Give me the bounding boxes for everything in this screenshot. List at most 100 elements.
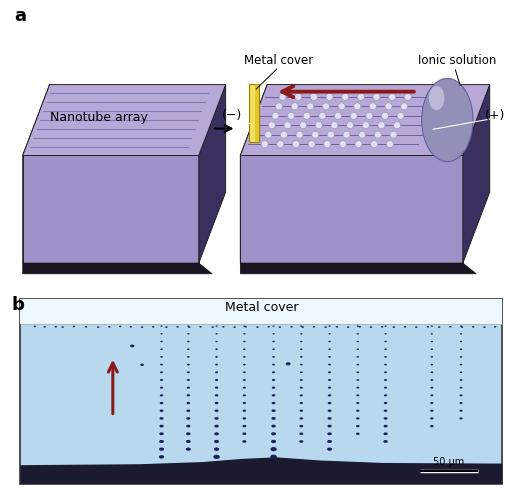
Polygon shape xyxy=(254,85,259,143)
Ellipse shape xyxy=(421,79,472,162)
Circle shape xyxy=(61,326,64,328)
Bar xyxy=(20,299,501,325)
Circle shape xyxy=(383,402,386,405)
Circle shape xyxy=(430,326,432,327)
Circle shape xyxy=(285,363,290,366)
Circle shape xyxy=(430,410,433,412)
Circle shape xyxy=(242,387,245,389)
Circle shape xyxy=(43,326,46,328)
Polygon shape xyxy=(462,85,489,264)
Circle shape xyxy=(159,394,163,397)
Text: Ionic solution: Ionic solution xyxy=(417,54,495,67)
Circle shape xyxy=(389,132,396,139)
Circle shape xyxy=(356,364,358,366)
Circle shape xyxy=(361,122,369,129)
Circle shape xyxy=(356,333,358,335)
Circle shape xyxy=(300,341,302,343)
Circle shape xyxy=(108,326,110,328)
Circle shape xyxy=(299,349,302,350)
Circle shape xyxy=(338,142,346,148)
Circle shape xyxy=(159,402,163,405)
Circle shape xyxy=(214,417,218,420)
Circle shape xyxy=(384,349,386,350)
Circle shape xyxy=(300,333,302,335)
Circle shape xyxy=(140,326,143,328)
Circle shape xyxy=(160,356,162,358)
Circle shape xyxy=(215,349,217,350)
Circle shape xyxy=(430,364,432,366)
Circle shape xyxy=(140,364,144,366)
Polygon shape xyxy=(23,85,225,156)
Circle shape xyxy=(324,326,326,328)
Circle shape xyxy=(327,394,331,397)
Circle shape xyxy=(355,402,359,404)
Circle shape xyxy=(299,410,302,412)
Circle shape xyxy=(354,142,361,148)
Circle shape xyxy=(355,417,359,420)
Circle shape xyxy=(323,142,330,148)
Circle shape xyxy=(187,364,189,366)
Polygon shape xyxy=(240,264,475,274)
Circle shape xyxy=(358,132,365,139)
Circle shape xyxy=(328,341,330,343)
Circle shape xyxy=(242,379,245,381)
Circle shape xyxy=(267,326,269,328)
Polygon shape xyxy=(23,156,199,264)
Circle shape xyxy=(299,440,303,443)
Circle shape xyxy=(159,447,164,451)
Circle shape xyxy=(272,333,274,335)
Circle shape xyxy=(261,142,268,148)
Circle shape xyxy=(374,132,381,139)
Text: b: b xyxy=(11,295,24,313)
Text: (+): (+) xyxy=(484,109,504,122)
Polygon shape xyxy=(240,85,489,156)
Circle shape xyxy=(327,364,330,366)
Circle shape xyxy=(459,387,462,389)
Circle shape xyxy=(356,372,358,373)
Circle shape xyxy=(215,379,218,381)
Text: (−): (−) xyxy=(221,109,241,122)
Circle shape xyxy=(271,432,275,435)
Circle shape xyxy=(356,395,359,397)
Polygon shape xyxy=(20,457,501,484)
Circle shape xyxy=(328,349,330,350)
Circle shape xyxy=(243,326,245,327)
Circle shape xyxy=(243,333,245,335)
Circle shape xyxy=(214,409,218,412)
Circle shape xyxy=(299,387,302,389)
Circle shape xyxy=(272,364,274,366)
Circle shape xyxy=(215,371,218,373)
Circle shape xyxy=(186,432,190,435)
Circle shape xyxy=(242,372,245,373)
Circle shape xyxy=(214,394,218,397)
Circle shape xyxy=(271,113,278,120)
Circle shape xyxy=(384,341,386,343)
Circle shape xyxy=(300,326,302,327)
Circle shape xyxy=(268,122,275,129)
Circle shape xyxy=(383,440,387,443)
Circle shape xyxy=(426,326,428,328)
Circle shape xyxy=(356,379,358,381)
Circle shape xyxy=(188,326,190,328)
Circle shape xyxy=(299,122,306,129)
Circle shape xyxy=(372,94,379,101)
Text: 50 μm: 50 μm xyxy=(433,456,464,466)
Circle shape xyxy=(384,103,391,111)
Circle shape xyxy=(322,103,329,111)
Circle shape xyxy=(459,349,461,350)
Circle shape xyxy=(215,333,217,335)
Circle shape xyxy=(271,387,275,389)
Circle shape xyxy=(280,132,287,139)
Circle shape xyxy=(459,364,462,366)
Circle shape xyxy=(312,326,315,328)
Circle shape xyxy=(384,333,386,335)
Circle shape xyxy=(356,349,358,350)
Circle shape xyxy=(271,409,275,412)
Circle shape xyxy=(187,326,189,327)
Circle shape xyxy=(383,432,387,435)
Circle shape xyxy=(397,113,403,120)
Circle shape xyxy=(271,425,275,427)
Circle shape xyxy=(160,364,162,366)
Circle shape xyxy=(299,379,302,381)
Circle shape xyxy=(328,333,330,335)
